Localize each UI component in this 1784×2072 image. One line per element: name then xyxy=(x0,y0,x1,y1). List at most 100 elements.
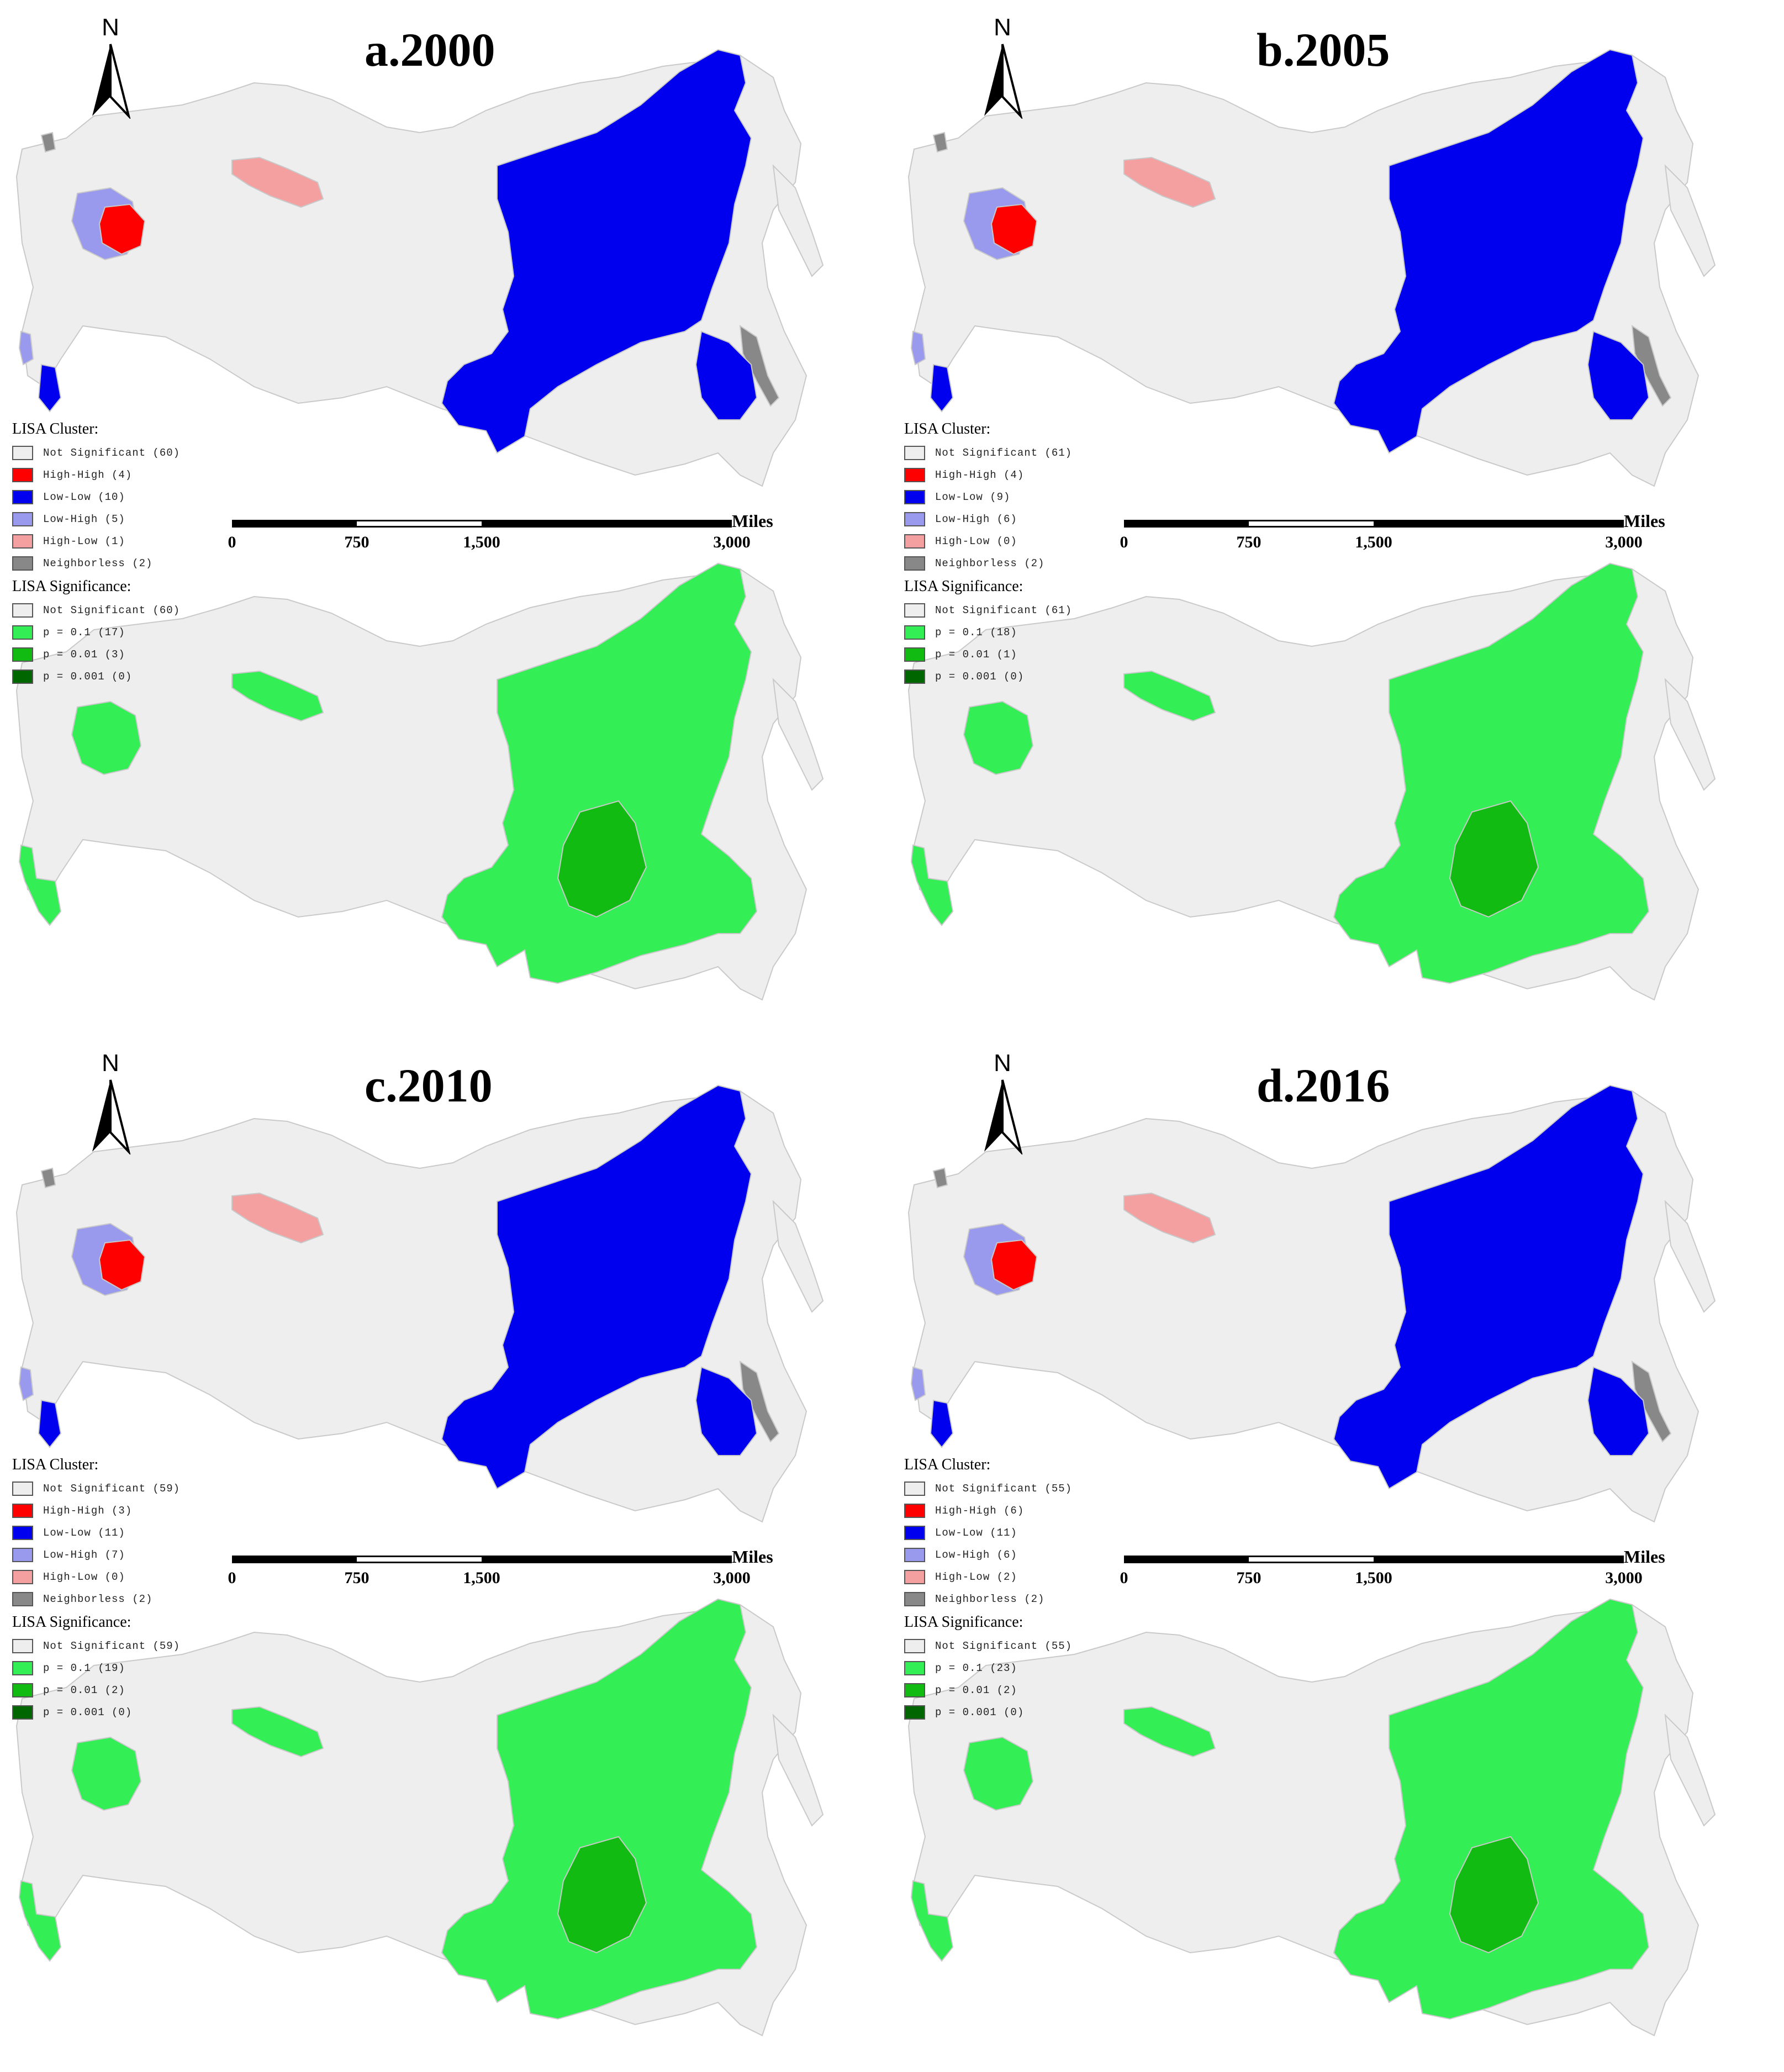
cluster-legend-title: LISA Cluster: xyxy=(12,420,99,437)
far-east-significant xyxy=(441,562,758,984)
legend-item-low-low: Low-Low (9) xyxy=(904,486,1072,508)
north-high-low xyxy=(231,1192,324,1244)
north-label: N xyxy=(102,14,119,41)
cluster-legend-title: LISA Cluster: xyxy=(904,1456,991,1473)
legend-item-high-low: High-Low (0) xyxy=(12,1566,180,1588)
cluster-legend-title: LISA Cluster: xyxy=(12,1456,99,1473)
far-east-low-low xyxy=(1333,1084,1644,1490)
significance-legend-title: LISA Significance: xyxy=(904,1614,1023,1631)
legend-item-high-low: High-Low (1) xyxy=(12,530,180,552)
central-high-high xyxy=(990,1239,1038,1291)
caucasus-low-low xyxy=(38,363,62,413)
scale-unit: Miles xyxy=(732,511,773,531)
legend-item-high-high: High-High (6) xyxy=(904,1500,1072,1522)
scale-unit: Miles xyxy=(1624,1547,1665,1567)
north-high-low xyxy=(231,156,324,208)
legend-item-p-0-01: p = 0.01 (1) xyxy=(904,644,1072,666)
significance-legend: LISA Significance: Not Significant (59) … xyxy=(12,1613,180,1723)
legend-item-p-0-001: p = 0.001 (0) xyxy=(904,1701,1072,1723)
scale-bar: Miles 0 750 1,500 3,000 xyxy=(1120,511,1676,561)
scale-unit: Miles xyxy=(1624,511,1665,531)
central-significant xyxy=(71,700,142,776)
scale-tick: 3,000 xyxy=(713,533,751,551)
cluster-map xyxy=(15,49,824,487)
scale-tick: 1,500 xyxy=(1355,1569,1392,1587)
north-label: N xyxy=(994,14,1011,41)
scale-tick: 750 xyxy=(344,533,370,551)
map-panel: c.2010 N LISA Cluster: Not Significant (… xyxy=(0,1036,892,2071)
significance-map xyxy=(907,562,1716,1001)
legend-item-p-0-01: p = 0.01 (3) xyxy=(12,644,180,666)
kamchatka-shape xyxy=(772,1714,824,1827)
legend-item-low-high: Low-High (6) xyxy=(904,508,1072,530)
map-figures xyxy=(907,49,1716,1001)
legend-item-not-significant: Not Significant (60) xyxy=(12,599,180,621)
cluster-legend-title: LISA Cluster: xyxy=(904,420,991,437)
far-east-core-p001 xyxy=(1449,1836,1539,1954)
legend-item-not-significant: Not Significant (61) xyxy=(904,599,1072,621)
far-east-low-low xyxy=(1333,49,1644,454)
scale-bar-line xyxy=(1124,520,1624,528)
kaliningrad-neighborless xyxy=(932,1167,948,1189)
scale-tick: 750 xyxy=(1236,1569,1262,1587)
amur-low-low xyxy=(695,1366,758,1456)
cluster-legend: LISA Cluster: Not Significant (55) High-… xyxy=(904,1456,1072,1610)
scale-tick: 0 xyxy=(228,1569,236,1587)
scale-tick: 1,500 xyxy=(1355,533,1392,551)
north-arrow-icon xyxy=(92,1079,131,1156)
amur-low-low xyxy=(695,330,758,420)
legend-item-low-low: Low-Low (10) xyxy=(12,486,180,508)
caucasus-low-low xyxy=(38,1399,62,1448)
scale-tick: 0 xyxy=(1120,1569,1128,1587)
kamchatka-shape xyxy=(1664,164,1716,277)
legend-item-neighborless: Neighborless (2) xyxy=(904,552,1072,574)
map-panel: b.2005 N LISA Cluster: Not Significant (… xyxy=(892,0,1784,1036)
significance-legend: LISA Significance: Not Significant (55) … xyxy=(904,1613,1072,1723)
legend-item-low-low: Low-Low (11) xyxy=(904,1522,1072,1544)
central-high-high xyxy=(990,203,1038,255)
caucasus-significant xyxy=(910,1880,954,1962)
legend-item-low-low: Low-Low (11) xyxy=(12,1522,180,1544)
scale-tick: 750 xyxy=(344,1569,370,1587)
north-arrow: N xyxy=(978,14,1027,120)
cluster-map xyxy=(907,1084,1716,1523)
caucasus-significant xyxy=(18,844,62,926)
panel-title: d.2016 xyxy=(1257,1059,1390,1112)
legend-item-p-0-001: p = 0.001 (0) xyxy=(12,666,180,688)
legend-item-p-0-1: p = 0.1 (18) xyxy=(904,621,1072,644)
scale-tick: 0 xyxy=(1120,533,1128,551)
far-east-low-low xyxy=(441,49,752,454)
legend-item-not-significant: Not Significant (55) xyxy=(904,1635,1072,1657)
legend-item-not-significant: Not Significant (61) xyxy=(904,442,1072,464)
panel-title: c.2010 xyxy=(365,1059,493,1112)
far-east-core-p001 xyxy=(557,1836,647,1954)
north-significant xyxy=(1123,670,1216,722)
scale-bar-line xyxy=(232,1556,732,1563)
legend-item-p-0-001: p = 0.001 (0) xyxy=(904,666,1072,688)
panel-title: a.2000 xyxy=(365,23,495,76)
legend-item-high-high: High-High (3) xyxy=(12,1500,180,1522)
north-arrow: N xyxy=(86,1050,135,1156)
legend-item-not-significant: Not Significant (55) xyxy=(904,1478,1072,1500)
caucasus-low-high xyxy=(910,1366,926,1401)
map-panel: d.2016 N LISA Cluster: Not Significant (… xyxy=(892,1036,1784,2071)
significance-legend-title: LISA Significance: xyxy=(12,578,131,595)
cluster-legend: LISA Cluster: Not Significant (61) High-… xyxy=(904,420,1072,574)
significance-map xyxy=(907,1598,1716,2037)
far-east-significant xyxy=(441,1598,758,2020)
significance-map xyxy=(15,1598,824,2037)
scale-bar: Miles 0 750 1,500 3,000 xyxy=(228,511,784,561)
map-figures xyxy=(907,1084,1716,2037)
north-significant xyxy=(1123,1706,1216,1758)
kamchatka-shape xyxy=(772,164,824,277)
legend-item-p-0-01: p = 0.01 (2) xyxy=(12,1679,180,1701)
scale-bar-segment xyxy=(1249,521,1374,526)
kaliningrad-neighborless xyxy=(40,131,56,153)
central-high-high xyxy=(98,1239,146,1291)
north-significant xyxy=(231,670,324,722)
central-significant xyxy=(963,700,1034,776)
cluster-map xyxy=(907,49,1716,487)
significance-legend-title: LISA Significance: xyxy=(12,1614,131,1631)
cluster-legend: LISA Cluster: Not Significant (59) High-… xyxy=(12,1456,180,1610)
caucasus-significant xyxy=(18,1880,62,1962)
